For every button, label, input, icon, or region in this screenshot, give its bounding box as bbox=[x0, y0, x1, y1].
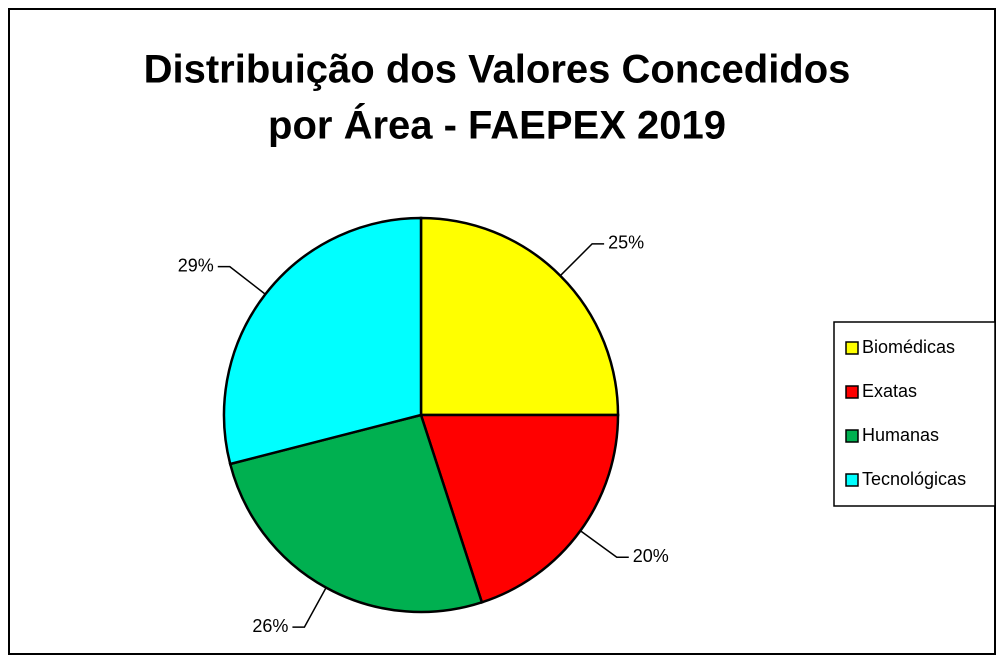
pie-slice bbox=[228, 413, 484, 614]
chart-title: por Área - FAEPEX 2019 bbox=[268, 103, 726, 148]
leader-line bbox=[292, 587, 327, 628]
leader-line bbox=[217, 265, 266, 295]
legend-label: Biomédicas bbox=[862, 337, 955, 357]
legend-swatch bbox=[845, 385, 859, 399]
pie-slice bbox=[419, 216, 620, 417]
pie-slice bbox=[222, 216, 423, 466]
data-label: 29% bbox=[178, 255, 214, 275]
legend-swatch bbox=[845, 341, 859, 355]
legend-box bbox=[833, 321, 996, 507]
leader-line bbox=[579, 530, 629, 558]
pie-slice bbox=[419, 413, 620, 604]
legend-swatch bbox=[845, 429, 859, 443]
legend-label: Humanas bbox=[862, 425, 939, 445]
data-label: 25% bbox=[608, 233, 644, 253]
data-label: 26% bbox=[252, 616, 288, 636]
data-label: 20% bbox=[633, 546, 669, 566]
legend-label: Exatas bbox=[862, 381, 917, 401]
legend-label: Tecnológicas bbox=[862, 469, 966, 489]
chart-title: Distribuição dos Valores Concedidos bbox=[144, 48, 851, 92]
leader-line bbox=[559, 243, 605, 277]
legend-swatch bbox=[845, 473, 859, 487]
